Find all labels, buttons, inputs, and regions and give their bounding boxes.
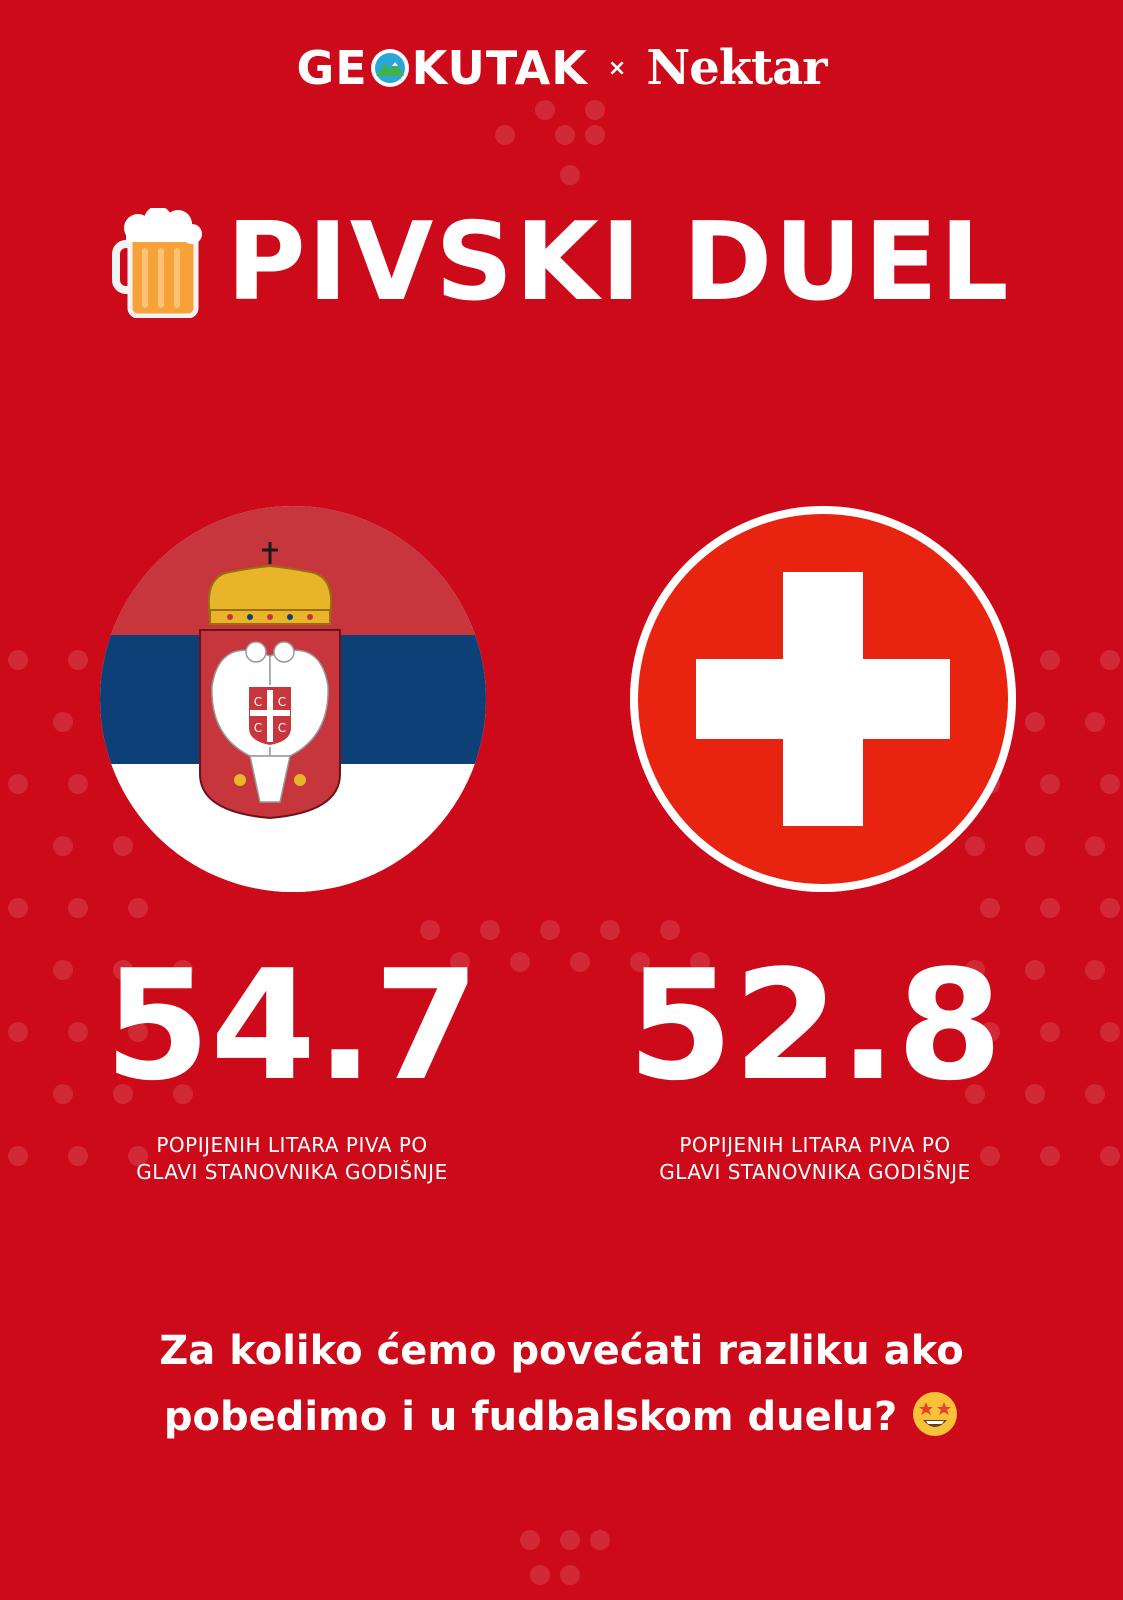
background-dot bbox=[68, 774, 88, 794]
background-dot bbox=[53, 1084, 73, 1104]
background-dot bbox=[1100, 898, 1120, 918]
question-text: Za koliko ćemo povećati razliku ako pobe… bbox=[0, 1318, 1123, 1450]
background-dot bbox=[1025, 1084, 1045, 1104]
logo-text-kutak: KUTAK bbox=[411, 41, 588, 95]
coat-of-arms-icon: C C C C bbox=[199, 629, 341, 820]
background-dot bbox=[570, 952, 590, 972]
background-dot bbox=[68, 650, 88, 670]
background-dot bbox=[510, 952, 530, 972]
background-dot bbox=[965, 836, 985, 856]
nektar-logo: Nektar bbox=[646, 40, 827, 96]
switzerland-stat-caption: POPIJENIH LITARA PIVA PO GLAVI STANOVNIK… bbox=[605, 1132, 1025, 1186]
background-dot bbox=[1085, 712, 1105, 732]
star-struck-emoji-icon bbox=[913, 1392, 958, 1436]
background-dot bbox=[480, 920, 500, 940]
background-dot bbox=[520, 1530, 540, 1550]
background-dot bbox=[560, 1530, 580, 1550]
background-dot bbox=[53, 836, 73, 856]
background-dot bbox=[8, 1146, 28, 1166]
background-dot bbox=[1100, 1146, 1120, 1166]
background-dot bbox=[128, 898, 148, 918]
serbia-beer-value: 54.7 bbox=[104, 937, 480, 1114]
switzerland-flag bbox=[630, 506, 1016, 892]
background-dot bbox=[600, 920, 620, 940]
caption-line-2: GLAVI STANOVNIKA GODIŠNJE bbox=[136, 1160, 448, 1184]
background-dot bbox=[1040, 774, 1060, 794]
crown-icon bbox=[208, 542, 332, 625]
switzerland-flag-graphic bbox=[630, 506, 1016, 892]
page-title: PIVSKI DUEL bbox=[0, 208, 1123, 318]
background-dot bbox=[8, 898, 28, 918]
title-text: PIVSKI DUEL bbox=[226, 200, 1011, 325]
background-dot bbox=[535, 100, 555, 120]
background-dot bbox=[1100, 1022, 1120, 1042]
caption-line-1: POPIJENIH LITARA PIVA PO bbox=[679, 1133, 951, 1157]
background-dot bbox=[560, 1565, 580, 1585]
question-line-2-wrap: pobedimo i u fudbalskom duelu? bbox=[0, 1384, 1123, 1450]
background-dot bbox=[1025, 836, 1045, 856]
background-dot bbox=[53, 712, 73, 732]
background-dot bbox=[530, 1565, 550, 1585]
logo-text-ge: GE bbox=[296, 41, 368, 95]
serbia-stat: 54.7 POPIJENIH LITARA PIVA PO GLAVI STAN… bbox=[82, 950, 502, 1186]
background-dot bbox=[1040, 650, 1060, 670]
background-dot bbox=[1040, 1022, 1060, 1042]
caption-line-2: GLAVI STANOVNIKA GODIŠNJE bbox=[659, 1160, 971, 1184]
background-dot bbox=[560, 165, 580, 185]
question-line-1: Za koliko ćemo povećati razliku ako bbox=[159, 1328, 964, 1374]
caption-line-1: POPIJENIH LITARA PIVA PO bbox=[156, 1133, 428, 1157]
background-dot bbox=[1040, 898, 1060, 918]
background-dot bbox=[585, 100, 605, 120]
background-dot bbox=[495, 125, 515, 145]
background-dot bbox=[1100, 650, 1120, 670]
background-dot bbox=[68, 898, 88, 918]
background-dot bbox=[1085, 960, 1105, 980]
background-dot bbox=[540, 920, 560, 940]
background-dot bbox=[1100, 774, 1120, 794]
background-dot bbox=[1040, 1146, 1060, 1166]
switzerland-stat: 52.8 POPIJENIH LITARA PIVA PO GLAVI STAN… bbox=[605, 950, 1025, 1186]
background-dot bbox=[585, 125, 605, 145]
background-dot bbox=[1025, 960, 1045, 980]
serbia-stat-caption: POPIJENIH LITARA PIVA PO GLAVI STANOVNIK… bbox=[82, 1132, 502, 1186]
background-dot bbox=[8, 650, 28, 670]
background-dot bbox=[590, 1530, 610, 1550]
serbia-flag-graphic: C C C C bbox=[100, 506, 486, 892]
question-line-2: pobedimo i u fudbalskom duelu? bbox=[163, 1394, 898, 1440]
geokutak-logo: GE KUTAK bbox=[296, 41, 587, 95]
brand-header: GE KUTAK × Nektar bbox=[0, 40, 1123, 96]
background-dot bbox=[8, 1022, 28, 1042]
background-dot bbox=[1025, 712, 1045, 732]
globe-mountain-icon bbox=[370, 49, 409, 87]
serbia-flag: C C C C bbox=[100, 506, 486, 892]
background-dot bbox=[8, 774, 28, 794]
svg-text:C: C bbox=[254, 695, 262, 709]
background-dot bbox=[980, 898, 1000, 918]
background-dot bbox=[1085, 1084, 1105, 1104]
background-dot bbox=[555, 125, 575, 145]
background-dot bbox=[1085, 836, 1105, 856]
background-dot bbox=[53, 960, 73, 980]
svg-text:C: C bbox=[278, 721, 286, 735]
brand-separator: × bbox=[607, 55, 627, 81]
background-dot bbox=[113, 836, 133, 856]
beer-mug-icon bbox=[112, 208, 203, 318]
svg-text:C: C bbox=[254, 721, 262, 735]
switzerland-beer-value: 52.8 bbox=[627, 937, 1003, 1114]
svg-text:C: C bbox=[278, 695, 286, 709]
